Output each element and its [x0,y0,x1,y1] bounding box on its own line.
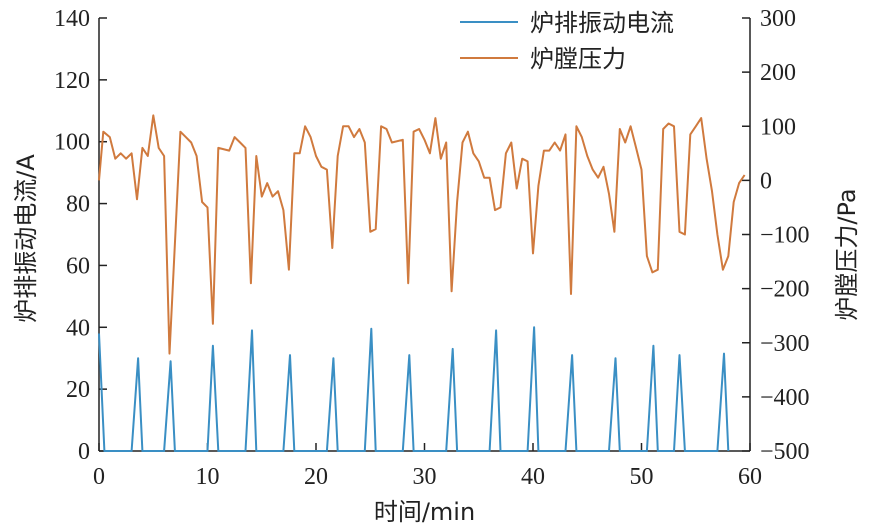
x-axis-title: 时间/min [374,498,475,526]
y-right-tick-label: −300 [760,331,810,357]
x-tick-label: 50 [630,464,654,490]
series-layer [98,114,746,452]
x-tick-label: 0 [93,464,105,490]
y-right-tick-label: 100 [760,114,796,140]
y-left-tick-label: 60 [66,253,90,279]
axes [98,18,751,452]
x-tick-label: 10 [196,464,220,490]
x-tick-label: 30 [413,464,437,490]
y-right-tick-label: 0 [760,168,772,194]
y-right-tick-label: −500 [760,439,810,465]
y-left-tick-label: 100 [54,130,90,156]
y-left-tick-label: 20 [66,377,90,403]
legend-label-1: 炉排振动电流 [530,9,674,37]
y-left-tick-label: 80 [66,192,90,218]
y-right-tick-label: 200 [760,60,796,86]
y-left-tick-label: 140 [54,6,90,32]
y-right-tick-label: −200 [760,277,810,303]
y-right-tick-label: −100 [760,223,810,249]
y-axis-right-title: 炉膛压力/Pa [833,188,861,320]
x-tick-label: 60 [738,464,762,490]
series-line-1 [98,326,730,452]
y-right-tick-label: 300 [760,6,796,32]
ticks: 0 10 20 30 40 50 60 0 20 40 60 80 100 120 140 −500 −400 −… [54,6,810,490]
legend-label-2: 炉膛压力 [530,45,626,73]
series-line-2 [98,114,746,355]
x-tick-label: 20 [304,464,328,490]
x-tick-label: 40 [521,464,545,490]
y-left-tick-label: 120 [54,68,90,94]
y-right-tick-label: −400 [760,385,810,411]
y-left-tick-label: 0 [78,439,90,465]
y-left-tick-label: 40 [66,315,90,341]
y-axis-left-title: 炉排振动电流/A [12,154,40,323]
